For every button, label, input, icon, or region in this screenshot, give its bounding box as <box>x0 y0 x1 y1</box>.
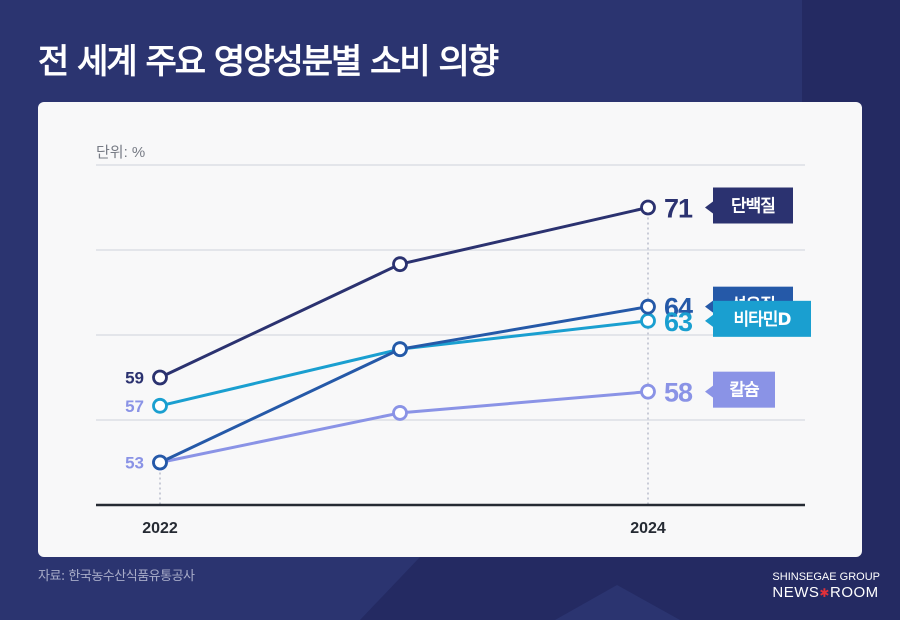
data-point <box>640 298 656 315</box>
legend-tag-칼슘: 칼슘 <box>705 371 775 408</box>
series-points <box>152 199 656 471</box>
background-diagonal <box>360 557 900 620</box>
data-point <box>392 256 408 273</box>
tag-box <box>713 371 775 408</box>
start-value-label: 53 <box>125 454 144 473</box>
data-point <box>640 312 656 329</box>
tag-label: 단백질 <box>731 196 775 217</box>
brand-news-text: NEWS <box>772 584 820 601</box>
source-note: 자료: 한국농수산식품유통공사 <box>38 569 195 584</box>
data-point <box>640 383 656 400</box>
x-tick-label: 2022 <box>142 520 178 537</box>
tag-pointer <box>705 314 713 327</box>
data-point <box>152 454 168 471</box>
tag-label: 칼슘 <box>729 381 760 401</box>
brand-room-text: ROOM <box>829 584 879 601</box>
end-value-label: 64 <box>664 293 693 323</box>
x-axis: 2022 2024 <box>96 503 805 537</box>
data-point <box>640 199 656 216</box>
start-value-label: 57 <box>125 397 144 416</box>
end-value-label: 58 <box>664 378 693 408</box>
vertical-guides <box>159 207 649 505</box>
background-triangle <box>555 585 680 620</box>
gridlines <box>96 164 805 421</box>
brand-logo: SHINSEGAE GROUP NEWS✱ROOM <box>772 570 880 602</box>
unit-label: 단위: % <box>96 144 146 161</box>
brand-newsroom: NEWS✱ROOM <box>772 584 880 602</box>
tag-pointer <box>705 385 713 398</box>
data-point <box>152 369 168 386</box>
end-value-label: 63 <box>664 307 693 337</box>
legend-tag-단백질: 단백질 <box>705 187 793 224</box>
x-tick-label: 2024 <box>630 520 666 537</box>
tag-box <box>713 300 811 337</box>
page-title: 전 세계 주요 영양성분별 소비 의향 <box>38 42 499 82</box>
legend-tag-비타민D: 비타민D <box>705 300 811 337</box>
series-line-비타민D <box>159 319 649 408</box>
tag-pointer <box>705 300 713 313</box>
brand-group-name: SHINSEGAE GROUP <box>772 571 880 583</box>
flower-icon: ✱ <box>819 586 830 600</box>
data-point <box>152 397 168 414</box>
end-value-label: 71 <box>664 194 693 224</box>
data-point <box>392 341 408 358</box>
start-value-label: 59 <box>125 369 144 388</box>
data-point <box>392 405 408 421</box>
legend-tags: 단백질섬유질비타민D칼슘 <box>705 187 811 408</box>
tag-label: 비타민D <box>733 310 791 330</box>
tag-pointer <box>705 201 713 214</box>
tag-box <box>713 187 793 224</box>
